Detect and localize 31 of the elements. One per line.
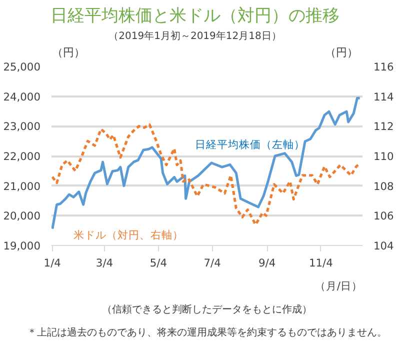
y-tick-label: 19,000 — [3, 240, 41, 252]
y-tick-label: 25,000 — [3, 60, 41, 74]
text: 米ドル（対円、右軸） — [73, 228, 184, 242]
line-series — [52, 123, 362, 226]
y-tick-label: 20,000 — [3, 210, 41, 223]
x-tick-label: 11/4 — [309, 256, 334, 270]
y2-tick-label: 112 — [374, 120, 394, 134]
chart-title: 日経平均株価と米ドル（対円）の推移 — [50, 5, 340, 28]
series-label: 日経平均株価（左軸） — [194, 138, 305, 151]
y-tick-label: 21,000 — [3, 180, 41, 193]
y-tick-label: 22,000 — [3, 150, 41, 163]
x-tick-label: 1/4 — [44, 256, 62, 270]
x-tick-label: 5/4 — [150, 256, 168, 270]
y2-tick-label: 110 — [374, 150, 394, 163]
y-axis-title: （円） — [52, 44, 85, 60]
text: ＊上記は過去のものであり、将来の運用成果等を約束するものではありません。 — [27, 326, 387, 338]
y2-tick-label: 114 — [374, 90, 394, 104]
text: （信頼できると判断したデータをもとに作成） — [102, 304, 312, 316]
x-tick-label: 3/4 — [96, 256, 114, 270]
x-tick-label: 7/4 — [204, 256, 222, 270]
y-tick-label: 23,000 — [3, 120, 41, 134]
chart-subtitle: （2019年1月初～2019年12月18日） — [108, 30, 282, 44]
x-axis-title: （月/日） — [314, 280, 363, 292]
x-tick-label: 9/4 — [258, 256, 276, 270]
y-tick-label: 24,000 — [3, 90, 41, 104]
y2-tick-label: 108 — [374, 180, 394, 193]
y2-tick-label: 106 — [374, 210, 394, 223]
y2-axis-title: （円） — [325, 44, 358, 60]
y2-tick-label: 116 — [374, 60, 394, 74]
y2-tick-label: 104 — [374, 240, 394, 252]
line-series — [52, 96, 362, 230]
